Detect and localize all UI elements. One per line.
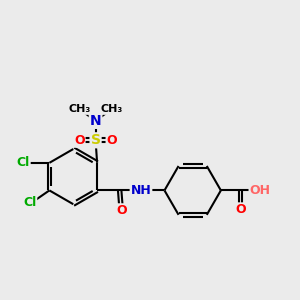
Text: O: O (106, 134, 117, 147)
Text: NH: NH (130, 184, 152, 197)
Text: CH₃: CH₃ (101, 104, 123, 114)
Text: OH: OH (250, 184, 271, 197)
Text: O: O (74, 134, 85, 147)
Text: CH₃: CH₃ (68, 104, 90, 114)
Text: O: O (235, 203, 246, 216)
Text: O: O (116, 204, 127, 217)
Text: N: N (90, 114, 101, 128)
Text: S: S (91, 133, 100, 147)
Text: Cl: Cl (16, 156, 30, 169)
Text: Cl: Cl (23, 196, 36, 209)
